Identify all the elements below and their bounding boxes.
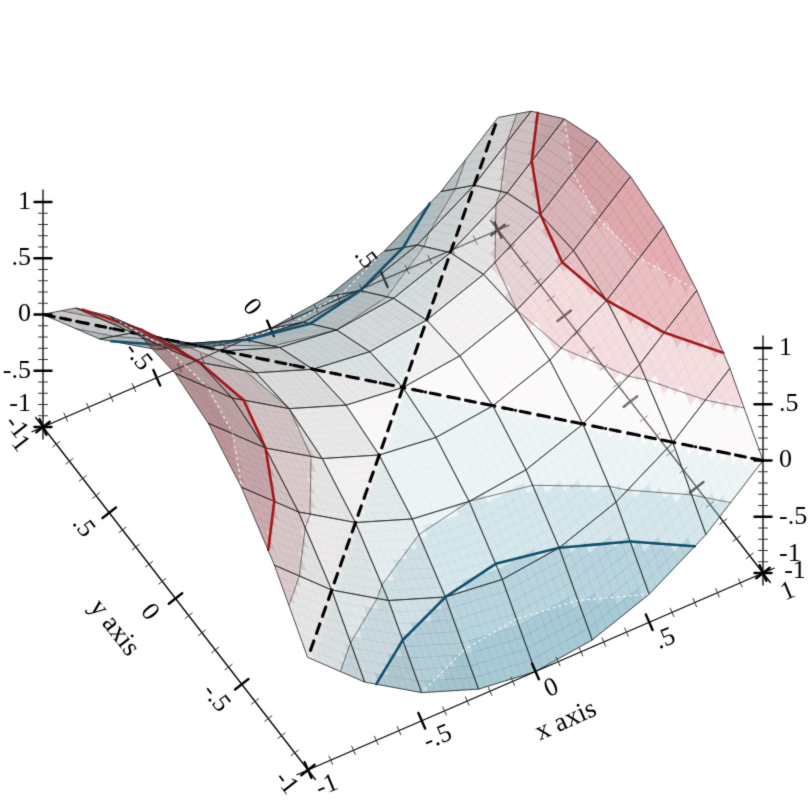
surface-plot-canvas bbox=[0, 0, 812, 812]
plot3d-figure bbox=[0, 0, 812, 812]
